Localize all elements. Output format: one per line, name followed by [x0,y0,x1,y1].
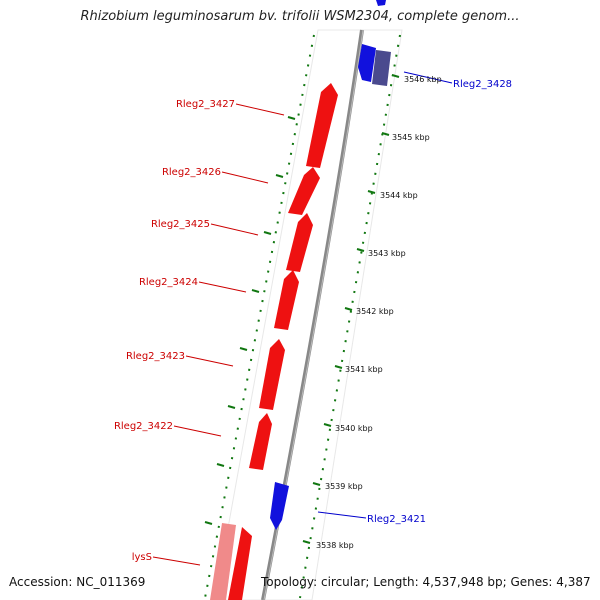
gene-rleg2-3422 [249,413,272,470]
leader-rleg2-3423 [185,355,234,367]
leader-rleg2-3427 [235,103,285,116]
gene-rleg2-3428-b [372,50,391,86]
tick-label-3545: 3545 kbp [392,133,430,142]
label-rleg2-3425: Rleg2_3425 [151,219,210,230]
label-rleg2-3426: Rleg2_3426 [162,167,221,178]
tick-label-3542: 3542 kbp [356,307,394,316]
leader-rleg2-3424 [198,281,247,293]
label-lyss: lysS [132,552,152,563]
gene-neighbor-bottom [228,527,252,600]
accession-text: Accession: NC_011369 [9,575,146,589]
inner-tick [263,231,272,235]
tick-label-3543: 3543 kbp [368,249,406,258]
gene-rleg2-3421 [270,482,289,530]
tick-3542 [344,307,353,311]
tick-label-3544: 3544 kbp [380,191,418,200]
leader-rleg2-3428 [403,71,453,84]
gene-lyss [210,523,236,600]
tick-label-3546: 3546 kbp [404,75,442,84]
leader-rleg2-3426 [221,171,269,184]
tick-3539 [312,482,321,486]
inner-tick [239,347,248,351]
gene-rleg2-3427 [306,83,338,168]
leader-rleg2-3421 [317,511,367,519]
tick-label-3539: 3539 kbp [325,482,363,491]
label-rleg2-3424: Rleg2_3424 [139,277,198,288]
label-rleg2-3421: Rleg2_3421 [367,514,426,525]
tick-3544 [367,190,376,194]
leader-rleg2-3425 [210,223,259,236]
inner-tick [251,289,260,293]
label-rleg2-3422: Rleg2_3422 [114,421,173,432]
label-rleg2-3427: Rleg2_3427 [176,99,235,110]
gene-rleg2-3423 [259,339,285,410]
label-rleg2-3423: Rleg2_3423 [126,351,185,362]
tick-3543 [356,248,365,252]
gene-rleg2-3425 [286,213,313,272]
topology-text: Topology: circular; Length: 4,537,948 bp… [261,575,591,589]
map-title: Rhizobium leguminosarum bv. trifolii WSM… [80,9,520,24]
gene-partial-top [376,0,386,6]
inner-tick [287,116,296,120]
tick-3540 [323,423,332,427]
tick-label-3541: 3541 kbp [345,365,383,374]
gene-rleg2-3428-a [358,44,376,82]
gene-rleg2-3424 [274,270,299,330]
tick-3545 [381,132,390,136]
inner-tick [204,521,213,525]
tick-3541 [334,365,343,369]
inner-tick [216,463,225,467]
leader-rleg2-3422 [173,425,222,437]
leader-lyss [152,556,201,566]
inner-tick [275,174,284,178]
tick-label-3538: 3538 kbp [316,541,354,550]
tick-3546 [391,74,400,78]
label-rleg2-3428: Rleg2_3428 [453,79,512,90]
tick-3538 [302,540,311,544]
inner-tick [227,405,236,409]
gene-rleg2-3426 [288,167,320,215]
tick-label-3540: 3540 kbp [335,424,373,433]
